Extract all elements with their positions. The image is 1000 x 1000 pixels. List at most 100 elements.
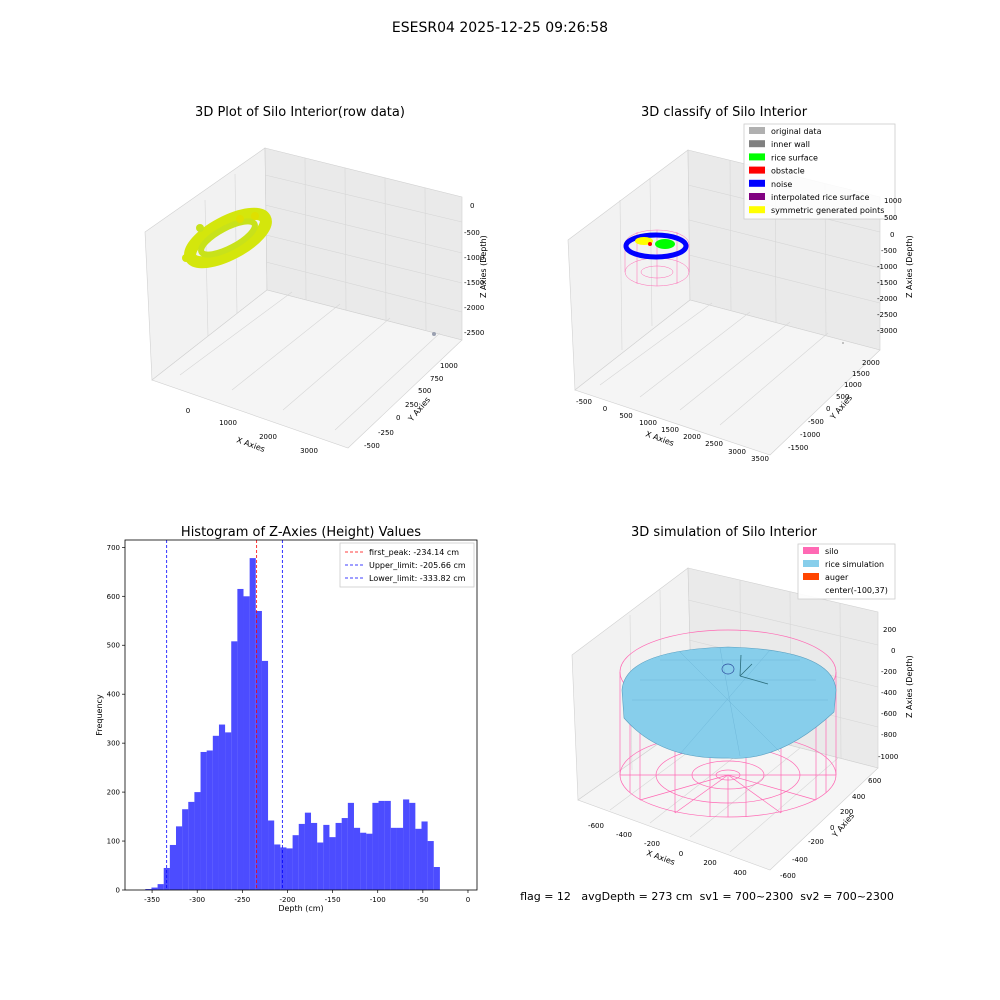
- simulation-3d-legend-box: [797, 543, 896, 600]
- histogram-bar: [409, 802, 416, 890]
- histogram-bar: [231, 641, 238, 890]
- classify-3d-legend-label: obstacle: [771, 167, 805, 176]
- classify-3d-points: [623, 232, 844, 344]
- histogram-bar: [175, 826, 183, 890]
- simulation-3d-ztick: -400: [881, 689, 897, 697]
- classify-3d-legend-label: original data: [771, 127, 822, 136]
- simulation-3d-legend-swatch: [803, 547, 819, 554]
- simulation-3d-xlabel: X Axies: [645, 848, 676, 867]
- classify-3d-legend-swatch: [749, 166, 765, 174]
- raw-3d-ztick: -2000: [464, 304, 484, 312]
- histogram-yticks: 0 100 200 300 400 500 600 700: [107, 544, 125, 895]
- raw-3d-zlabel: Z Axies (Depth): [479, 235, 488, 298]
- raw-3d-ztick: 0: [470, 202, 474, 210]
- histogram-bar: [292, 835, 299, 890]
- histogram-bar: [151, 887, 158, 890]
- classify-3d-legend-label: rice surface: [771, 153, 818, 162]
- raw-3d-ytick: -250: [378, 429, 394, 437]
- histogram-bar: [255, 610, 262, 890]
- classify-3d-ytick: -500: [808, 418, 824, 426]
- raw-3d-ytick: 0: [396, 414, 400, 422]
- histogram-bar: [243, 596, 250, 890]
- simulation-3d-ytick: 200: [840, 808, 853, 816]
- simulation-3d-ztick: -1000: [878, 753, 898, 761]
- histogram-ytick-label: 200: [107, 789, 120, 797]
- classify-3d-xtick: 1000: [639, 419, 657, 427]
- simulation-3d-legend: silo rice simulation auger center(-100,37): [797, 543, 896, 600]
- classify-3d-ztick: 500: [884, 214, 897, 222]
- simulation-3d-ytick: -400: [792, 856, 808, 864]
- histogram-ytick-label: 0: [116, 887, 120, 895]
- simulation-3d-xtick: 400: [733, 869, 746, 877]
- histogram-xtick-label: -50: [417, 896, 428, 904]
- classify-3d-legend-swatch: [749, 179, 765, 187]
- simulation-3d-legend-label: auger: [825, 573, 849, 582]
- classify-3d-xtick: 3500: [751, 455, 769, 463]
- histogram-bar: [218, 724, 226, 890]
- raw-3d-xtick: 3000: [300, 447, 318, 455]
- histogram-bar: [360, 832, 367, 890]
- histogram-ytick-label: 300: [107, 740, 120, 748]
- classify-3d-ztick: -1500: [877, 279, 897, 287]
- simulation-3d-ztick: -800: [881, 731, 897, 739]
- histogram-vlines: [166, 540, 283, 890]
- panel-simulation-3d: 3D simulation of Silo Interior: [571, 525, 914, 880]
- raw-3d-ztick: -2500: [464, 329, 484, 337]
- simulation-3d-ytick: 600: [868, 777, 881, 785]
- histogram-ytick-label: 500: [107, 642, 120, 650]
- histogram-bar: [384, 800, 391, 890]
- classify-3d-pane-floor: [574, 299, 881, 456]
- histogram-legend-label: Lower_limit: -333.82 cm: [369, 574, 466, 583]
- classify-3d-xtick: 1500: [661, 426, 679, 434]
- histogram-bar: [353, 827, 361, 890]
- classify-3d-xtick: 500: [619, 412, 632, 420]
- histogram-bar: [427, 841, 434, 890]
- simulation-3d-ytick: 400: [852, 793, 865, 801]
- histogram-bar: [433, 866, 440, 890]
- raw-3d-xtick: 0: [186, 407, 190, 415]
- classify-3d-ztick: -2500: [877, 311, 897, 319]
- histogram-bar: [200, 751, 207, 890]
- classify-3d-ztick: -3000: [877, 327, 897, 335]
- histogram-bar: [237, 588, 244, 890]
- classify-3d-legend-label: inner wall: [771, 140, 810, 149]
- histogram-bar: [163, 867, 170, 890]
- histogram-axes-frame: [124, 539, 478, 891]
- simulation-3d-legend-label: rice simulation: [825, 560, 884, 569]
- histogram-bar: [298, 823, 305, 890]
- simulation-3d-legend-label: silo: [825, 547, 839, 556]
- simulation-3d-ytick: 0: [830, 824, 834, 832]
- classify-3d-xtick: -500: [576, 398, 592, 406]
- classify-3d-ztick: -500: [881, 247, 897, 255]
- simulation-3d-title: 3D simulation of Silo Interior: [631, 525, 818, 540]
- simulation-3d-legend-label: center(-100,37): [825, 586, 888, 595]
- classify-3d-legend-swatch: [749, 153, 765, 161]
- histogram-xtick-label: -250: [234, 896, 250, 904]
- histogram-xtick-label: 0: [466, 896, 470, 904]
- histogram-ytick-label: 100: [107, 838, 120, 846]
- histogram-bar: [304, 812, 312, 890]
- simulation-3d-ticks: -600 -400 -200 0 200 400 -600 -400 -200 …: [588, 626, 898, 880]
- classify-3d-xtick: 0: [603, 405, 607, 413]
- histogram-bar: [194, 792, 201, 890]
- histogram-xticks: -350 -300 -250 -200 -150 -100 -50 0: [144, 890, 470, 904]
- histogram-bar: [274, 844, 281, 890]
- classify-3d-zlabel: Z Axies (Depth): [905, 235, 914, 298]
- classify-3d-legend: original data inner wall rice surface obsta…: [743, 123, 896, 220]
- classify-3d-legend-label: noise: [771, 180, 792, 189]
- panel-classify-3d: 3D classify of Silo Interior: [567, 105, 914, 463]
- simulation-3d-ytick: -200: [808, 838, 824, 846]
- classify-3d-ticks: -500 0 500 1000 1500 2000 2500 3000 3500…: [576, 197, 902, 463]
- classify-3d-xtick: 2000: [683, 433, 701, 441]
- classify-3d-ytick: 2000: [862, 359, 880, 367]
- histogram-ytick-label: 700: [107, 544, 120, 552]
- classify-3d-legend-label: interpolated rice surface: [771, 193, 869, 202]
- histogram-legend: first_peak: -234.14 cm Upper_limit: -205.…: [339, 542, 475, 588]
- histogram-bar: [311, 822, 318, 890]
- classify-3d-grid: [599, 159, 881, 426]
- histogram-bar: [182, 809, 189, 890]
- raw-3d-ytick: 250: [405, 401, 418, 409]
- raw-3d-ytick: 1000: [440, 362, 458, 370]
- classify-3d-legend-swatch: [749, 127, 765, 134]
